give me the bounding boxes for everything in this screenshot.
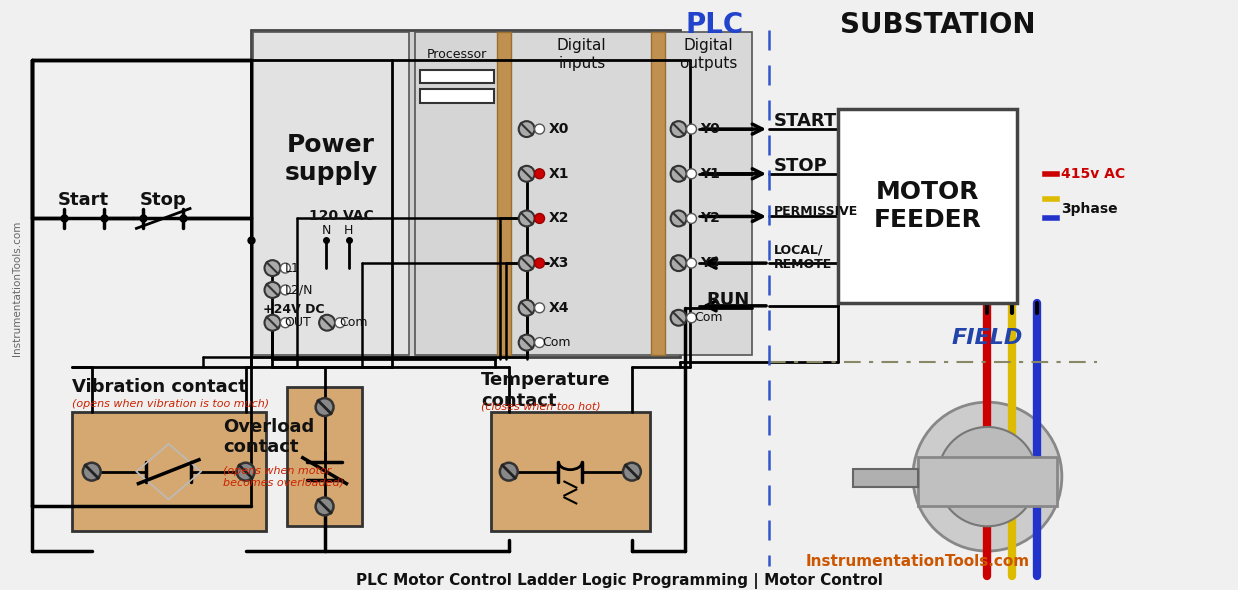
Text: (opens when motor
becomes overloaded): (opens when motor becomes overloaded) [223, 466, 344, 487]
Circle shape [535, 169, 545, 179]
Text: Power
supply: Power supply [285, 133, 378, 185]
Text: Vibration contact: Vibration contact [72, 378, 246, 396]
Circle shape [316, 398, 333, 416]
Bar [421, 89, 494, 103]
Text: Stop: Stop [140, 191, 187, 208]
Text: (opens when vibration is too much): (opens when vibration is too much) [72, 399, 269, 409]
Text: Temperature
contact: Temperature contact [482, 371, 610, 409]
Bar [72, 412, 265, 531]
Bar [250, 30, 680, 358]
Bar [838, 109, 1018, 303]
Circle shape [280, 285, 291, 295]
Circle shape [671, 121, 687, 137]
Bar [421, 70, 494, 83]
Circle shape [280, 263, 291, 273]
Circle shape [519, 300, 535, 316]
Text: (closes when too hot): (closes when too hot) [482, 401, 600, 411]
Circle shape [671, 255, 687, 271]
Circle shape [265, 315, 280, 330]
Circle shape [265, 282, 280, 298]
Circle shape [519, 166, 535, 182]
Text: 120 VAC: 120 VAC [308, 209, 374, 224]
Circle shape [236, 463, 255, 481]
Circle shape [519, 211, 535, 227]
Bar [511, 32, 652, 356]
Bar [665, 32, 751, 356]
Text: H: H [344, 224, 354, 237]
Circle shape [280, 318, 291, 327]
Text: Processor: Processor [427, 48, 488, 61]
Circle shape [335, 318, 345, 327]
Circle shape [319, 315, 335, 330]
Text: 3phase: 3phase [1061, 202, 1118, 215]
Bar [496, 32, 511, 356]
Text: X2: X2 [548, 211, 569, 225]
Text: InstrumentationTools.com: InstrumentationTools.com [806, 553, 1030, 569]
Text: Com: Com [542, 336, 571, 349]
Text: MOTOR
FEEDER: MOTOR FEEDER [874, 180, 982, 232]
Circle shape [316, 497, 333, 515]
Bar [491, 412, 650, 531]
Circle shape [83, 463, 100, 481]
Text: N: N [322, 224, 331, 237]
Circle shape [687, 313, 697, 323]
Circle shape [519, 335, 535, 350]
Text: L2/N: L2/N [285, 283, 313, 296]
Text: Y2: Y2 [701, 211, 721, 225]
Text: PERMISSIVE: PERMISSIVE [774, 205, 858, 218]
Circle shape [671, 166, 687, 182]
Bar [651, 32, 665, 356]
Circle shape [687, 169, 697, 179]
Text: Overload
contact: Overload contact [223, 418, 314, 456]
Text: STOP: STOP [774, 157, 828, 175]
Circle shape [535, 337, 545, 348]
Circle shape [535, 258, 545, 268]
Circle shape [500, 463, 517, 481]
Text: FIELD: FIELD [952, 327, 1023, 348]
Circle shape [687, 214, 697, 224]
Circle shape [519, 255, 535, 271]
Text: OUT: OUT [285, 316, 311, 329]
Circle shape [519, 121, 535, 137]
Text: InstrumentationTools.com: InstrumentationTools.com [12, 220, 22, 356]
Circle shape [912, 402, 1062, 551]
Circle shape [535, 124, 545, 134]
Text: Digital
inputs: Digital inputs [557, 38, 607, 71]
Circle shape [937, 427, 1037, 526]
Text: Digital
outputs: Digital outputs [680, 38, 738, 71]
Text: 415v AC: 415v AC [1061, 167, 1125, 181]
Circle shape [265, 260, 280, 276]
Text: Com: Com [695, 312, 723, 325]
Bar [287, 387, 361, 526]
Text: Y1: Y1 [701, 167, 721, 181]
Bar [917, 457, 1057, 506]
Text: Y0: Y0 [701, 122, 721, 136]
Circle shape [671, 310, 687, 326]
Text: X0: X0 [548, 122, 569, 136]
Circle shape [623, 463, 641, 481]
Bar [853, 468, 917, 487]
Circle shape [687, 124, 697, 134]
Text: RUN: RUN [707, 291, 750, 309]
Text: PLC: PLC [685, 11, 744, 39]
Text: X3: X3 [548, 256, 569, 270]
Circle shape [535, 214, 545, 224]
Text: X1: X1 [548, 167, 569, 181]
Text: START: START [774, 112, 837, 130]
Circle shape [671, 211, 687, 227]
Bar [416, 32, 499, 356]
Text: Y3: Y3 [701, 256, 721, 270]
Circle shape [687, 258, 697, 268]
Text: LOCAL/
REMOTE: LOCAL/ REMOTE [774, 243, 832, 271]
Text: L1: L1 [285, 261, 300, 274]
Text: +24V DC: +24V DC [262, 303, 324, 316]
Text: SUBSTATION: SUBSTATION [841, 11, 1035, 39]
Bar [253, 32, 410, 356]
Text: Com: Com [339, 316, 368, 329]
Text: PLC Motor Control Ladder Logic Programming | Motor Control: PLC Motor Control Ladder Logic Programmi… [355, 573, 883, 589]
Text: Start: Start [58, 191, 109, 208]
Text: X4: X4 [548, 301, 569, 315]
Circle shape [535, 303, 545, 313]
